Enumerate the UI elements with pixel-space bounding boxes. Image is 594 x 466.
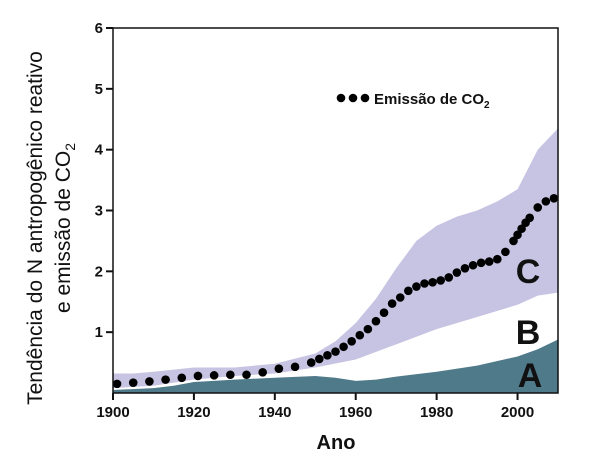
x-tick-label: 1900 [96, 404, 129, 421]
area-label-c: C [516, 253, 541, 291]
area-label-b: B [516, 314, 541, 352]
co2-point [404, 286, 413, 296]
co2-point [112, 379, 122, 389]
legend-label: Emissão de CO2 [374, 91, 490, 111]
legend-label-text: Emissão de CO [374, 91, 484, 108]
co2-point [525, 213, 534, 223]
co2-point [468, 260, 478, 270]
area-label-a: A [518, 357, 543, 395]
legend-dot [348, 93, 358, 103]
co2-point [274, 364, 284, 373]
co2-point [347, 336, 356, 346]
co2-point [460, 263, 470, 273]
co2-point [242, 370, 251, 380]
co2-point [177, 373, 187, 383]
co2-point [306, 358, 316, 367]
co2-point [484, 257, 494, 266]
co2-point [339, 342, 348, 352]
co2-point [209, 371, 219, 380]
legend-marker [336, 93, 370, 103]
co2-point [412, 282, 421, 291]
x-tick-label: 2000 [501, 404, 534, 421]
co2-point [436, 276, 445, 285]
y-axis-title-line2-text: e emissão de CO [52, 151, 75, 313]
co2-point [476, 258, 486, 268]
legend-label-sub: 2 [484, 100, 490, 111]
y-tick-label: 3 [95, 203, 103, 220]
co2-point [290, 362, 300, 372]
area-b [113, 292, 558, 393]
co2-point [315, 354, 324, 364]
ticks-layer: 1 2 3 4 5 6 1900 1920 1940 1960 1980 2000 [95, 20, 535, 421]
co2-point [355, 330, 365, 340]
co2-point [193, 371, 203, 381]
co2-points-layer [112, 194, 559, 389]
co2-point [387, 299, 397, 308]
x-axis-title: Ano [317, 432, 356, 454]
co2-point [517, 224, 526, 234]
y-axis-title-line2-sub: 2 [62, 143, 78, 151]
y-axis-title-2: e emissão de CO2 [52, 143, 78, 313]
area-a [113, 339, 558, 393]
co2-point [428, 277, 437, 287]
area-layer [113, 128, 558, 393]
co2-point [549, 194, 559, 203]
co2-point [363, 324, 373, 334]
co2-point [444, 273, 454, 282]
y-tick-label: 1 [95, 324, 103, 341]
y-axis-title-line1: Tendência do N antropogênico reativo [24, 51, 47, 405]
co2-point [161, 375, 170, 384]
co2-point [533, 203, 543, 212]
x-tick-label: 1940 [258, 404, 291, 421]
co2-point [226, 370, 235, 380]
x-tick-label: 1980 [420, 404, 453, 421]
co2-point [323, 350, 332, 360]
x-tick-label: 1960 [339, 404, 372, 421]
co2-point [501, 247, 510, 257]
co2-point [379, 308, 389, 318]
co2-point [493, 254, 502, 264]
co2-point [371, 316, 381, 326]
legend: Emissão de CO2 [336, 91, 490, 111]
co2-point [541, 197, 551, 206]
y-tick-label: 4 [95, 142, 104, 159]
co2-point [128, 378, 138, 387]
y-axis-title: Tendência do N antropogênico reativo [24, 51, 47, 405]
co2-point [420, 279, 429, 288]
co2-point [395, 293, 405, 302]
co2-point [331, 347, 340, 356]
y-tick-label: 6 [95, 20, 103, 37]
co2-point [509, 236, 518, 246]
co2-point [513, 230, 522, 240]
x-tick-label: 1920 [177, 404, 210, 421]
y-tick-label: 5 [95, 81, 103, 98]
legend-dot [336, 93, 346, 103]
co2-point [145, 377, 154, 386]
co2-point [258, 368, 267, 377]
y-tick-label: 2 [95, 263, 103, 280]
legend-dot [360, 93, 370, 103]
y-axis-title-line2: e emissão de CO2 [52, 143, 78, 313]
co2-point [452, 268, 462, 277]
